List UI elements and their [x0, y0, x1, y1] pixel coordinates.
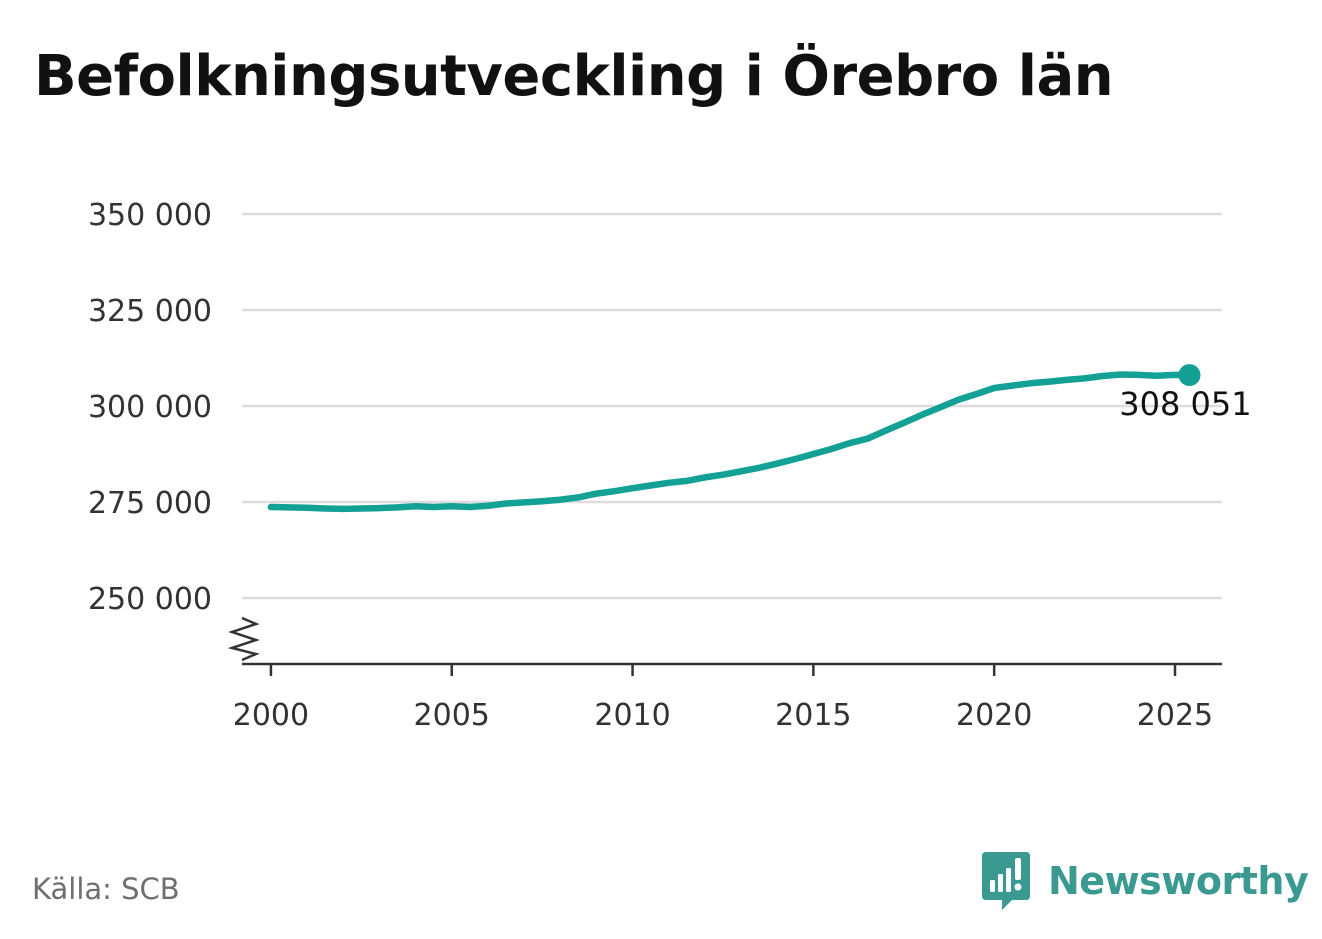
y-tick-label: 325 000 — [88, 294, 212, 329]
chart-title: Befolkningsutveckling i Örebro län — [34, 44, 1114, 109]
x-tick-label: 2025 — [1137, 698, 1213, 733]
source-label: Källa: SCB — [32, 872, 180, 906]
x-tick-label: 2010 — [594, 698, 670, 733]
axis-break-icon — [227, 616, 260, 662]
x-tick-label: 2020 — [956, 698, 1032, 733]
x-tick-label: 2015 — [775, 698, 851, 733]
y-tick-label: 250 000 — [88, 582, 212, 617]
x-tick-label: 2000 — [233, 698, 309, 733]
newsworthy-logo-icon — [982, 852, 1030, 910]
y-tick-label: 350 000 — [88, 198, 212, 233]
x-tick-label: 2005 — [414, 698, 490, 733]
y-tick-label: 300 000 — [88, 390, 212, 425]
brand-name: Newsworthy — [1048, 859, 1309, 903]
end-value-label: 308 051 — [1119, 385, 1251, 423]
end-point-marker — [1178, 364, 1201, 387]
y-tick-label: 275 000 — [88, 486, 212, 521]
brand-logo[interactable]: Newsworthy — [982, 850, 1309, 912]
series-line — [267, 371, 1193, 513]
